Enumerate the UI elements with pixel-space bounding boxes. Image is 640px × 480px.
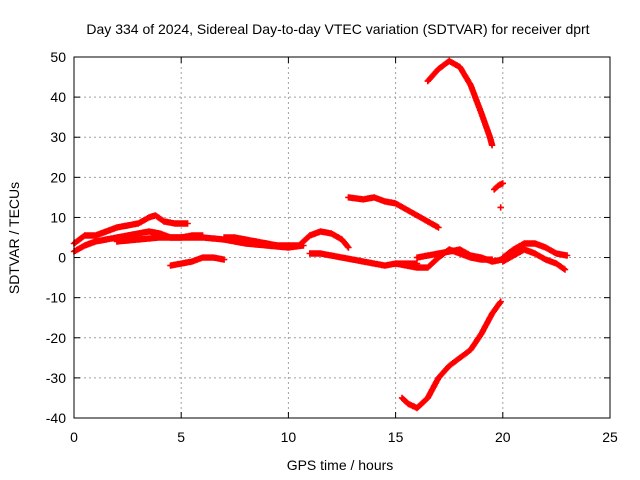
series-markers [497, 204, 504, 211]
axis-ticks: 0 5 10 15 20 25 -40 -30 -20 -10 0 10 20 30 40 50 [46, 49, 618, 445]
y-tick-label: 20 [50, 169, 66, 185]
series-track-k-short [491, 180, 506, 193]
series-markers [398, 298, 504, 412]
x-tick-label: 25 [602, 429, 618, 445]
series-track-l [499, 240, 571, 261]
series-track-h [345, 194, 442, 231]
grid-lines [74, 57, 610, 418]
series-track-d [220, 228, 352, 251]
series-markers [167, 254, 228, 269]
series-track-c [167, 254, 228, 269]
x-axis-label: GPS time / hours [287, 457, 394, 473]
series-markers [499, 246, 569, 273]
x-tick-label: 10 [281, 429, 297, 445]
series-track-k-point [497, 204, 504, 211]
series-markers [345, 194, 442, 231]
x-tick-label: 5 [177, 429, 185, 445]
y-tick-label: -30 [46, 370, 66, 386]
y-tick-label: 10 [50, 209, 66, 225]
series-markers [424, 57, 496, 149]
data-marks [70, 57, 571, 412]
plot-frame [73, 56, 611, 419]
x-tick-label: 15 [388, 429, 404, 445]
series-markers [499, 240, 571, 261]
y-tick-label: 30 [50, 129, 66, 145]
series-markers [491, 180, 506, 193]
x-tick-label: 20 [495, 429, 511, 445]
y-tick-label: 50 [50, 49, 66, 65]
series-track-g [413, 246, 506, 265]
series-markers [413, 246, 506, 265]
y-axis-label: SDTVAR / TECUs [6, 182, 22, 294]
y-tick-label: -20 [46, 330, 66, 346]
y-tick-label: -10 [46, 290, 66, 306]
chart-title: Day 334 of 2024, Sidereal Day-to-day VTE… [86, 21, 589, 37]
series-track-m [499, 246, 569, 273]
y-tick-label: 40 [50, 89, 66, 105]
series-track-j-descent [398, 298, 504, 412]
series-track-i-peak [424, 57, 496, 149]
y-tick-label: 0 [58, 250, 66, 266]
series-markers [220, 228, 352, 251]
x-tick-label: 0 [70, 429, 78, 445]
y-tick-label: -40 [46, 410, 66, 426]
